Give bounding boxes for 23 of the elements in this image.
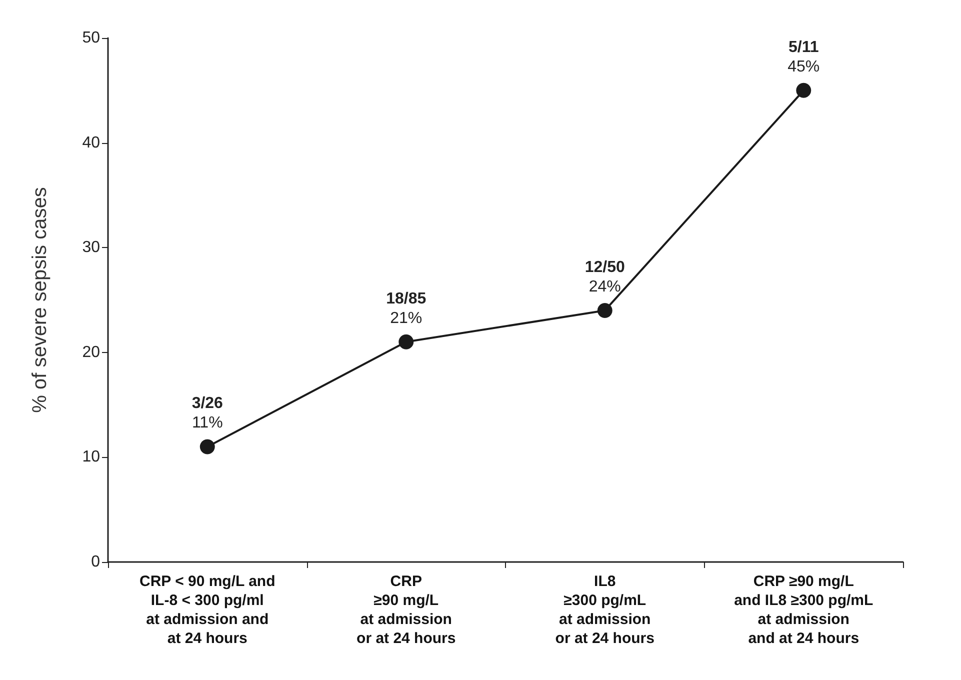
point [398,334,414,350]
y-tick-label: 50 [82,30,100,46]
annotation: 18/85 [386,290,426,308]
x-tick-label: IL8 ≥300 pg/mL at admission or at 24 hours [555,573,654,647]
y-tick-label: 20 [82,344,100,361]
point [796,82,812,98]
y-axis-title: % of severe sepsis cases [29,187,51,413]
y-tick-label: 0 [91,554,100,570]
point [200,439,215,454]
data-label: 21% [390,310,422,327]
annotation: 5/11 [788,38,819,56]
annotation: 12/50 [584,258,625,276]
point [597,302,612,318]
x-tick-label: CRP < 90 mg/L and IL-8 < 300 pg/ml at admission and at 24 hours [140,573,276,647]
annotation: 3/26 [192,395,224,412]
y-tick-label: 30 [82,239,100,256]
y-tick-label: 40 [82,134,100,152]
data-label: 11% [192,414,223,432]
data-label: 45% [788,58,820,76]
y-tick-label: 10 [82,448,100,466]
x-tick-label: CRP ≥90 mg/L at admission or at 24 hours [356,573,456,647]
data-label: 24% [588,278,621,296]
x-tick-label: CRP ≥90 mg/L and IL8 ≥300 pg/mL at admission and at 24 hours [734,573,874,647]
